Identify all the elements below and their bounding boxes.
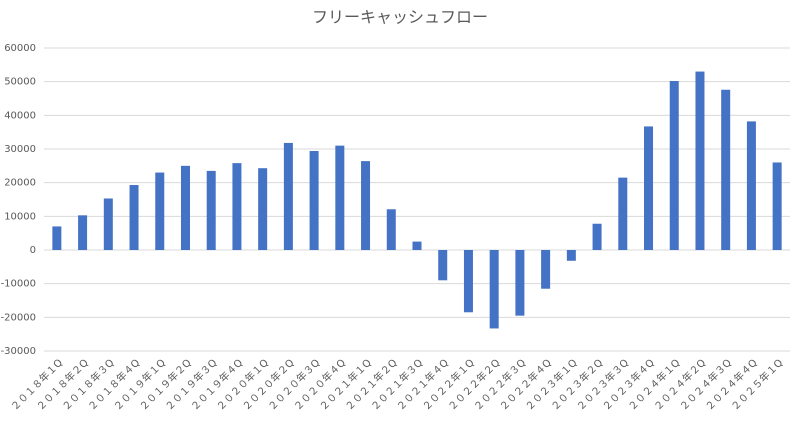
bar bbox=[232, 163, 242, 250]
bar bbox=[258, 168, 268, 250]
bar bbox=[361, 161, 371, 250]
bar bbox=[489, 250, 499, 329]
bar bbox=[52, 226, 62, 250]
chart-title: フリーキャッシュフロー bbox=[312, 8, 488, 27]
bar bbox=[721, 89, 731, 250]
bar bbox=[463, 250, 473, 313]
y-tick-label: 60000 bbox=[4, 43, 36, 54]
bar bbox=[669, 80, 679, 250]
bar bbox=[541, 250, 551, 289]
bar bbox=[695, 71, 705, 250]
bar bbox=[206, 170, 216, 250]
bar bbox=[155, 172, 165, 250]
bar bbox=[103, 198, 113, 250]
y-tick-label: -10000 bbox=[1, 279, 36, 290]
y-tick-label: -30000 bbox=[1, 346, 36, 357]
bar bbox=[618, 177, 628, 250]
bar bbox=[566, 250, 576, 261]
bar bbox=[78, 215, 88, 250]
bar bbox=[283, 142, 293, 250]
y-tick-label: 20000 bbox=[4, 178, 36, 189]
bar bbox=[129, 185, 139, 250]
bar bbox=[515, 250, 525, 316]
bar bbox=[772, 162, 782, 250]
bar bbox=[592, 223, 602, 250]
y-tick-label: 30000 bbox=[4, 144, 36, 155]
bar bbox=[644, 126, 654, 250]
bar bbox=[335, 145, 345, 250]
y-tick-label: 0 bbox=[30, 245, 36, 256]
y-tick-label: -20000 bbox=[1, 312, 36, 323]
bar bbox=[746, 121, 756, 250]
bar bbox=[309, 151, 319, 250]
y-tick-label: 10000 bbox=[4, 211, 36, 222]
y-tick-label: 50000 bbox=[4, 77, 36, 88]
bar bbox=[438, 250, 448, 281]
bar bbox=[386, 209, 396, 250]
bar bbox=[180, 165, 190, 250]
bar bbox=[412, 241, 422, 250]
y-tick-label: 40000 bbox=[4, 110, 36, 121]
